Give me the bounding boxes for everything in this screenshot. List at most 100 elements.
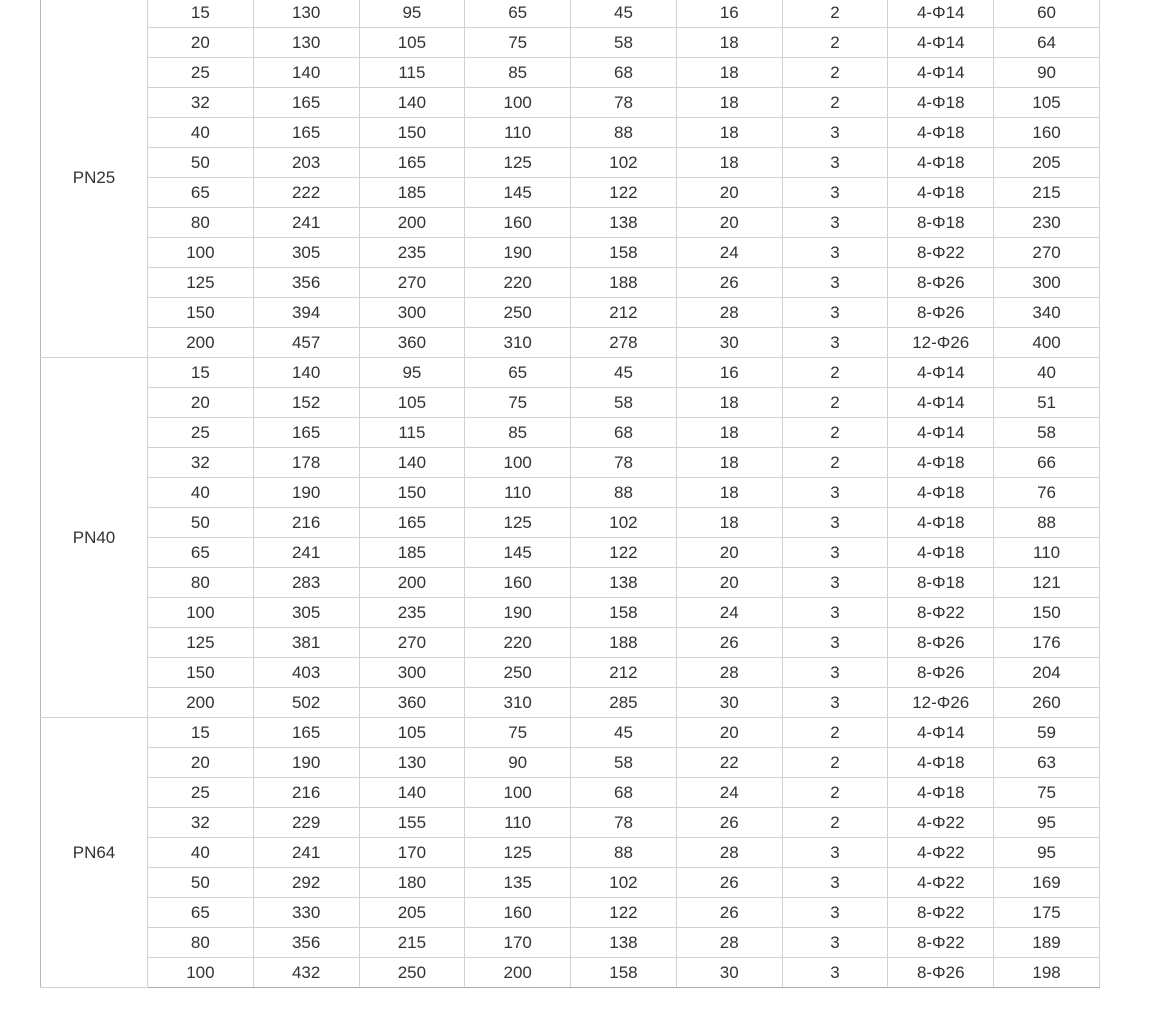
- table-cell: 400: [993, 327, 1100, 358]
- table-cell: 215: [993, 177, 1100, 208]
- table-cell: 152: [252, 387, 360, 418]
- table-cell: 90: [464, 747, 572, 778]
- table-cell: 360: [358, 687, 466, 718]
- table-row: 32 165 140 100 78 18 2 4-Φ18 105: [41, 87, 1100, 118]
- table-cell: 150: [147, 657, 254, 688]
- table-cell: 185: [358, 177, 466, 208]
- table-cell: 105: [358, 387, 466, 418]
- table-cell: 24: [675, 777, 783, 808]
- table-cell: 8-Φ26: [887, 657, 995, 688]
- table-cell: 8-Φ22: [887, 237, 995, 268]
- table-row: 65 222 185 145 122 20 3 4-Φ18 215: [41, 177, 1100, 208]
- table-row: 50 216 165 125 102 18 3 4-Φ18 88: [41, 507, 1100, 538]
- table-cell: 150: [147, 297, 254, 328]
- table-cell: 8-Φ22: [887, 597, 995, 628]
- table-cell: 212: [570, 657, 677, 688]
- table-cell: 250: [358, 957, 466, 988]
- table-cell: 95: [358, 357, 466, 388]
- table-cell: 4-Φ18: [887, 87, 995, 118]
- table-cell: 235: [358, 237, 466, 268]
- table-cell: 356: [252, 267, 360, 298]
- table-cell: 125: [147, 267, 254, 298]
- table-cell: 330: [252, 897, 360, 928]
- table-cell: 169: [993, 867, 1100, 898]
- table-cell: 3: [781, 957, 889, 988]
- table-cell: 381: [252, 627, 360, 658]
- table-row: 150 394 300 250 212 28 3 8-Φ26 340: [41, 297, 1100, 328]
- table-row: PN25 15 130 95 65 45 16 2 4-Φ14 60: [40, 0, 1100, 358]
- table-cell: 3: [781, 597, 889, 628]
- table-cell: 150: [358, 477, 466, 508]
- table-cell: 220: [464, 267, 572, 298]
- table-cell: 18: [675, 57, 783, 88]
- table-cell: 25: [147, 417, 254, 448]
- table-cell: 158: [570, 237, 677, 268]
- table-row: 40 165 150 110 88 18 3 4-Φ18 160: [41, 117, 1100, 148]
- table-cell: 3: [781, 267, 889, 298]
- table-row: 32 229 155 110 78 26 2 4-Φ22 95: [41, 807, 1100, 838]
- table-cell: 65: [464, 357, 572, 388]
- table-cell: 40: [147, 117, 254, 148]
- table-cell: 95: [993, 837, 1100, 868]
- table-cell: 165: [252, 117, 360, 148]
- table-cell: 20: [147, 27, 254, 58]
- table-cell: 3: [781, 657, 889, 688]
- pressure-rating-label: PN64: [40, 717, 148, 988]
- table-cell: 2: [781, 387, 889, 418]
- table-cell: 130: [252, 0, 360, 28]
- table-cell: 125: [147, 627, 254, 658]
- table-cell: 4-Φ14: [887, 717, 995, 748]
- table-cell: 18: [675, 117, 783, 148]
- table-cell: 125: [464, 837, 572, 868]
- table-cell: 310: [464, 687, 572, 718]
- table-cell: 22: [675, 747, 783, 778]
- table-cell: 165: [358, 507, 466, 538]
- table-row: 80 283 200 160 138 20 3 8-Φ18 121: [41, 567, 1100, 598]
- table-cell: 2: [781, 57, 889, 88]
- table-cell: 130: [358, 747, 466, 778]
- table-cell: 140: [358, 87, 466, 118]
- table-cell: 88: [570, 837, 677, 868]
- table-cell: 145: [464, 537, 572, 568]
- table-cell: 150: [358, 117, 466, 148]
- table-cell: 16: [675, 0, 783, 28]
- table-cell: 3: [781, 567, 889, 598]
- table-cell: 2: [781, 747, 889, 778]
- table-cell: 356: [252, 927, 360, 958]
- table-cell: 4-Φ14: [887, 417, 995, 448]
- table-cell: 25: [147, 57, 254, 88]
- table-cell: 95: [358, 0, 466, 28]
- table-cell: 205: [993, 147, 1100, 178]
- table-cell: 18: [675, 87, 783, 118]
- table-cell: 75: [464, 387, 572, 418]
- table-cell: 3: [781, 627, 889, 658]
- table-row: 100 305 235 190 158 24 3 8-Φ22 150: [41, 597, 1100, 628]
- table-cell: 15: [147, 357, 254, 388]
- table-cell: 105: [993, 87, 1100, 118]
- table-cell: 189: [993, 927, 1100, 958]
- table-cell: 188: [570, 627, 677, 658]
- table-cell: 3: [781, 207, 889, 238]
- table-row: 65 241 185 145 122 20 3 4-Φ18 110: [41, 537, 1100, 568]
- table-cell: 58: [570, 747, 677, 778]
- table-cell: 220: [464, 627, 572, 658]
- table-cell: 80: [147, 567, 254, 598]
- table-cell: 4-Φ18: [887, 777, 995, 808]
- table-cell: 250: [464, 657, 572, 688]
- table-cell: 102: [570, 867, 677, 898]
- table-cell: 58: [570, 27, 677, 58]
- table-cell: 457: [252, 327, 360, 358]
- table-cell: 165: [252, 717, 360, 748]
- table-cell: 502: [252, 687, 360, 718]
- table-cell: 45: [570, 0, 677, 28]
- table-cell: 190: [252, 747, 360, 778]
- table-cell: 340: [993, 297, 1100, 328]
- table-cell: 26: [675, 267, 783, 298]
- table-cell: 95: [993, 807, 1100, 838]
- table-row: 125 356 270 220 188 26 3 8-Φ26 300: [41, 267, 1100, 298]
- table-cell: 28: [675, 657, 783, 688]
- table-cell: 2: [781, 27, 889, 58]
- table-cell: 3: [781, 837, 889, 868]
- table-cell: 130: [252, 27, 360, 58]
- table-cell: 28: [675, 837, 783, 868]
